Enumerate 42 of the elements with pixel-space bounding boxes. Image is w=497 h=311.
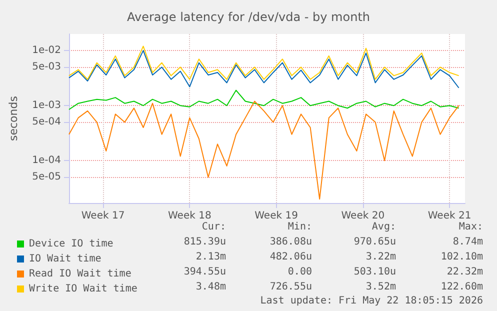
- text: 726.55u: [270, 282, 312, 292]
- text: 503.10u: [354, 266, 396, 278]
- text: 394.55u: [184, 266, 226, 278]
- line-series: [68, 90, 460, 110]
- y-tick-label: 1e-02: [32, 45, 61, 56]
- text: Avg:: [372, 222, 396, 232]
- text: 2.13m: [196, 252, 226, 262]
- text: 122.60m: [440, 282, 483, 292]
- text: 0.00: [288, 266, 312, 278]
- y-tick-label: 5e-03: [32, 62, 61, 73]
- text: 386.08u: [270, 236, 312, 248]
- legend-label: Device IO time: [29, 238, 114, 250]
- text: 482.06u: [270, 252, 312, 262]
- y-tick-label: 1e-04: [32, 155, 61, 166]
- x-tick-label: Week 17: [81, 210, 125, 222]
- text: Cur:: [202, 222, 226, 232]
- y-tick-label: 5e-05: [32, 172, 61, 183]
- legend-label: Write IO Wait time: [29, 284, 138, 294]
- x-tick-label: Week 19: [254, 210, 298, 222]
- text: 22.32m: [446, 266, 483, 278]
- y-axis-title: seconds: [7, 96, 20, 141]
- x-tick-label: Week 18: [168, 210, 212, 222]
- line-series: [68, 50, 460, 88]
- legend-label: IO Wait time: [29, 254, 102, 264]
- text: 815.39u: [184, 236, 226, 248]
- x-tick-label: Week 21: [428, 210, 472, 222]
- text: Max:: [458, 222, 483, 232]
- text: 970.65u: [354, 236, 396, 248]
- text: 102.10m: [440, 252, 483, 262]
- line-series: [68, 46, 460, 80]
- line-series: [68, 100, 460, 200]
- text: 3.22m: [366, 252, 396, 262]
- legend-label: Read IO Wait time: [29, 268, 132, 280]
- text: Last update: Fri May 22 18:05:15 2026: [260, 296, 483, 306]
- text: Min:: [288, 222, 312, 232]
- text: 3.52m: [366, 282, 396, 292]
- text: 3.48m: [196, 282, 226, 292]
- x-tick-label: Week 20: [341, 210, 385, 222]
- y-tick-label: 5e-04: [32, 116, 61, 128]
- text: 8.74m: [452, 236, 483, 248]
- y-tick-label: 1e-03: [32, 100, 61, 112]
- chart-title: Average latency for /dev/vda - by month: [127, 10, 370, 24]
